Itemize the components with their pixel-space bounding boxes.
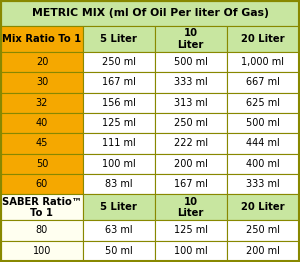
Text: 200 ml: 200 ml [174,159,208,169]
Bar [1,220,83,241]
Bar [83,92,155,113]
Text: 5 Liter: 5 Liter [100,202,137,212]
Text: 250 ml: 250 ml [102,57,136,67]
Text: 20: 20 [36,57,48,67]
Bar [1,154,83,174]
Text: 30: 30 [36,77,48,88]
Text: 45: 45 [36,138,48,149]
Text: 333 ml: 333 ml [246,179,280,189]
Bar [155,113,226,133]
Text: 400 ml: 400 ml [246,159,280,169]
Bar [155,241,226,261]
Bar [1,113,83,133]
Bar [1,26,83,52]
Text: 500 ml: 500 ml [174,57,208,67]
Text: METRIC MIX (ml Of Oil Per liter Of Gas): METRIC MIX (ml Of Oil Per liter Of Gas) [32,8,268,18]
Text: 444 ml: 444 ml [246,138,280,149]
Text: 20 Liter: 20 Liter [241,34,285,44]
Text: 111 ml: 111 ml [102,138,136,149]
Bar [226,133,299,154]
Text: 333 ml: 333 ml [174,77,208,88]
Text: 83 ml: 83 ml [105,179,133,189]
Bar [83,52,155,72]
Bar [1,52,83,72]
Bar [1,241,83,261]
Bar [155,133,226,154]
Text: 1,000 ml: 1,000 ml [241,57,284,67]
Text: 20 Liter: 20 Liter [241,202,285,212]
Bar [83,154,155,174]
Bar [226,194,299,220]
Bar [155,72,226,92]
Bar [155,154,226,174]
Text: 625 ml: 625 ml [246,98,280,108]
Text: 250 ml: 250 ml [174,118,208,128]
Bar [1,1,299,26]
Bar [226,92,299,113]
Bar [226,174,299,194]
Text: 40: 40 [36,118,48,128]
Bar [155,92,226,113]
Bar [226,113,299,133]
Text: 50: 50 [36,159,48,169]
Text: 125 ml: 125 ml [102,118,136,128]
Bar [226,26,299,52]
Bar [155,174,226,194]
Text: 156 ml: 156 ml [102,98,136,108]
Text: 125 ml: 125 ml [174,226,208,236]
Bar [1,194,83,220]
Bar [83,174,155,194]
Bar [83,72,155,92]
Text: 80: 80 [36,226,48,236]
Bar [155,220,226,241]
Text: 60: 60 [36,179,48,189]
Bar [1,92,83,113]
Bar [226,72,299,92]
Bar [226,52,299,72]
Bar [1,72,83,92]
Text: 500 ml: 500 ml [246,118,280,128]
Bar [1,133,83,154]
Bar [83,133,155,154]
Text: 667 ml: 667 ml [246,77,280,88]
Text: Mix Ratio To 1: Mix Ratio To 1 [2,34,82,44]
Bar [83,26,155,52]
Bar [1,174,83,194]
Text: 5 Liter: 5 Liter [100,34,137,44]
Text: 167 ml: 167 ml [102,77,136,88]
Text: 100 ml: 100 ml [174,246,208,256]
Bar [226,220,299,241]
Text: 10
Liter: 10 Liter [178,196,204,218]
Text: 63 ml: 63 ml [105,226,133,236]
Text: 167 ml: 167 ml [174,179,208,189]
Bar [155,52,226,72]
Text: 313 ml: 313 ml [174,98,208,108]
Bar [155,26,226,52]
Text: 100 ml: 100 ml [102,159,136,169]
Text: 222 ml: 222 ml [174,138,208,149]
Text: 250 ml: 250 ml [246,226,280,236]
Text: 32: 32 [36,98,48,108]
Bar [226,154,299,174]
Text: 10
Liter: 10 Liter [178,28,204,50]
Text: SABER Ratio™
To 1: SABER Ratio™ To 1 [2,196,82,218]
Bar [83,220,155,241]
Bar [83,241,155,261]
Bar [155,194,226,220]
Bar [83,194,155,220]
Bar [226,241,299,261]
Text: 50 ml: 50 ml [105,246,133,256]
Text: 100: 100 [33,246,51,256]
Bar [83,113,155,133]
Text: 200 ml: 200 ml [246,246,280,256]
